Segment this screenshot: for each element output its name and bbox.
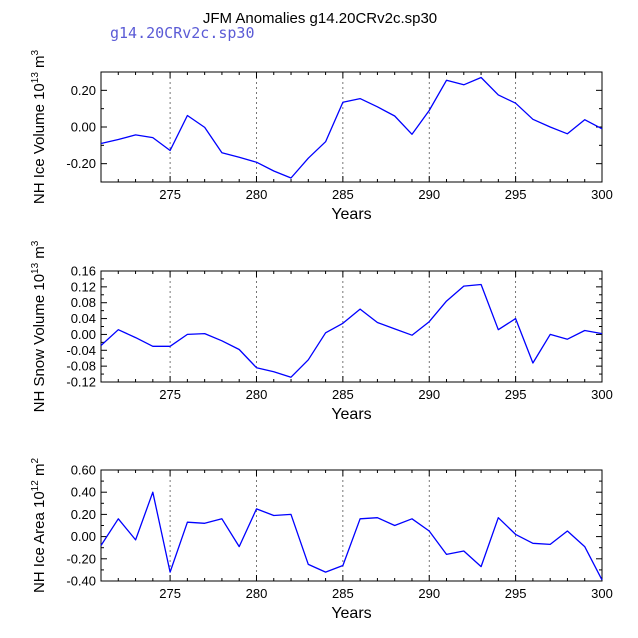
chart-ice-area-series-line: [100, 491, 603, 581]
chart-ice-area-ytick-label: 0.00: [71, 529, 96, 544]
chart-ice-volume-xlabel: Years: [331, 206, 371, 223]
chart-ice-area-ylabel-part: 12: [30, 480, 41, 492]
chart-ice-area-xtick-label: 275: [159, 586, 181, 601]
chart-snow-volume-xtick-label: 300: [591, 387, 613, 402]
chart-ice-volume-xtick-label: 290: [418, 187, 440, 202]
chart-ice-area-ytick-label: -0.40: [66, 574, 96, 589]
chart-snow-volume-ylabel-part: 13: [30, 262, 41, 274]
chart-ice-volume-ylabel: NH Ice Volume 1013 m3: [30, 49, 48, 204]
chart-ice-volume-ylabel-part: 13: [30, 72, 41, 84]
chart-snow-volume-ytick-label: -0.04: [66, 343, 96, 358]
chart-snow-volume-ylabel-part: NH Snow Volume 10: [31, 274, 48, 412]
chart-ice-area-frame: [100, 469, 603, 582]
chart-ice-area-xtick-label: 285: [332, 586, 354, 601]
chart-ice-volume-ytick-label: -0.20: [66, 156, 96, 171]
chart-snow-volume-ylabel-part: 3: [30, 240, 41, 246]
chart-snow-volume-xtick-label: 290: [418, 387, 440, 402]
chart-snow-volume-ylabel: NH Snow Volume 1013 m3: [30, 240, 48, 412]
figure-title: JFM Anomalies g14.20CRv2c.sp30: [203, 10, 437, 27]
chart-ice-volume-frame: [100, 71, 603, 183]
chart-ice-area-ylabel-part: m: [31, 464, 48, 481]
chart-snow-volume-ytick-label: 0.00: [71, 327, 96, 342]
chart-ice-area-ytick-label: 0.60: [71, 463, 96, 478]
chart-snow-volume-frame: [100, 270, 603, 383]
chart-ice-volume-xtick-label: 285: [332, 187, 354, 202]
chart-snow-volume-xlabel: Years: [331, 406, 371, 423]
panels: 275 280 285 290 295 300 -0.20 0.00 0.20 Years NH I…: [30, 49, 613, 622]
chart-snow-volume-ytick-label: -0.12: [66, 375, 96, 390]
chart-ice-area-ytick-label: 0.20: [71, 507, 96, 522]
chart-snow-volume-ytick-label: 0.12: [71, 279, 96, 294]
chart-ice-area-ylabel-part: NH Ice Area 10: [31, 491, 48, 593]
case-label: g14.20CRv2c.sp30: [110, 24, 255, 42]
chart-ice-volume-xtick-label: 280: [246, 187, 268, 202]
chart-ice-volume-ylabel-part: NH Ice Volume 10: [31, 83, 48, 204]
chart-snow-volume-xtick-label: 275: [159, 387, 181, 402]
chart-snow-volume-xtick-label: 295: [505, 387, 527, 402]
chart-ice-area-xtick-label: 300: [591, 586, 613, 601]
chart-snow-volume-xtick-label: 285: [332, 387, 354, 402]
chart-ice-area-ytick-label: 0.40: [71, 485, 96, 500]
chart-snow-volume-ytick-label: -0.08: [66, 359, 96, 374]
chart-ice-area-xlabel: Years: [331, 605, 371, 622]
chart-ice-volume-xtick-label: 275: [159, 187, 181, 202]
chart-ice-area-xtick-label: 290: [418, 586, 440, 601]
chart-ice-area-xtick-label: 295: [505, 586, 527, 601]
chart-snow-volume-ytick-label: 0.08: [71, 295, 96, 310]
chart-ice-volume-series-line: [100, 76, 603, 179]
chart-snow-volume-series-line: [100, 283, 603, 378]
chart-ice-area-xtick-label: 280: [246, 586, 268, 601]
chart-ice-volume-ylabel-part: 3: [30, 49, 41, 55]
chart-snow-volume-xtick-label: 280: [246, 387, 268, 402]
chart-ice-volume-xtick-label: 295: [505, 187, 527, 202]
chart-ice-volume-xtick-label: 300: [591, 187, 613, 202]
chart-ice-area-ylabel: NH Ice Area 1012 m2: [30, 458, 48, 594]
chart-snow-volume-ytick-label: 0.16: [71, 264, 96, 279]
chart-ice-volume-ylabel-part: m: [31, 55, 48, 72]
chart-snow-volume-ylabel-part: m: [31, 246, 48, 263]
chart-ice-volume-ytick-label: 0.20: [71, 83, 96, 98]
chart-snow-volume-ytick-label: 0.04: [71, 311, 96, 326]
chart-ice-area-ylabel-part: 2: [30, 458, 41, 464]
chart-ice-volume-ytick-label: 0.00: [71, 120, 96, 135]
chart-ice-area-ytick-label: -0.20: [66, 551, 96, 566]
